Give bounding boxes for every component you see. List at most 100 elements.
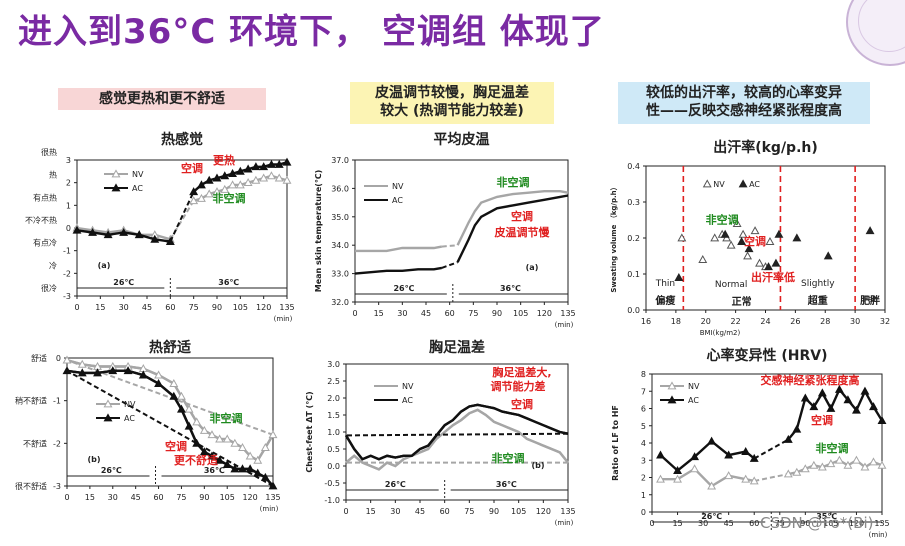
x-unit-label: (min)	[274, 315, 293, 323]
annotation-diff-line2: 调节能力差	[491, 379, 546, 393]
y-category-label: 不冷不热	[25, 215, 57, 225]
x-tick-label: 30	[390, 507, 400, 516]
point-ac	[741, 446, 751, 456]
x-tick-label: 22	[731, 317, 741, 326]
y-tick-label: 6	[641, 405, 646, 414]
y-tick-label: 0	[641, 508, 646, 517]
annotation-nv: 非空调	[213, 191, 246, 205]
chart-hrv: 心率变异性 (HRV) 8 7 6 5 4 3 2 1 00 15 30 45 60 75 90 105 120 1…	[611, 347, 890, 539]
point-ac	[860, 386, 870, 395]
point-nv	[228, 180, 238, 189]
phase-label-26: 26℃	[101, 466, 122, 475]
point-ac	[851, 405, 861, 414]
x-tick-label: 28	[820, 317, 830, 326]
panel-tag: (a)	[526, 263, 539, 272]
y-axis-label: Ratio of LF to HF	[611, 405, 620, 481]
x-tick-label: 15	[85, 493, 95, 502]
legend-marker-ac	[738, 179, 748, 188]
y-tick-label: 1	[66, 201, 71, 210]
x-tick-label: 120	[242, 493, 257, 502]
chart-title: 胸足温差	[429, 339, 485, 356]
x-tick-label: 120	[536, 507, 551, 516]
point-ac	[189, 187, 199, 196]
point-nv	[860, 462, 870, 471]
annotation-nv: 非空调	[497, 175, 530, 189]
point-nv	[259, 173, 269, 182]
point-ac	[724, 450, 734, 459]
y-axis-label: Chest-feet ΔT (℃)	[305, 391, 314, 472]
y-tick-label: 2	[66, 179, 71, 188]
x-tick-label: 45	[415, 507, 425, 516]
bmi-category-cn-label: 正常	[732, 295, 752, 308]
point-ac	[749, 453, 759, 462]
annotation-more-uncomfortable: 更不舒适	[174, 453, 218, 467]
legend-label-ac: AC	[392, 196, 403, 205]
point-nv	[266, 171, 276, 180]
point-ac	[260, 472, 270, 481]
point-ac	[215, 455, 225, 464]
y-category-label: 稍不舒适	[15, 396, 47, 406]
x-tick-label: 16	[641, 317, 651, 326]
y-tick-label: 0	[56, 354, 61, 363]
point-nv	[154, 370, 164, 379]
bmi-category-cn-label: 肥胖	[860, 294, 880, 307]
x-tick-label: 120	[537, 309, 552, 318]
point-nv	[251, 175, 261, 184]
point-ac	[108, 366, 118, 375]
y-tick-label: 1.5	[327, 411, 340, 420]
point-nv	[282, 175, 292, 184]
phase-label-36: 35℃	[816, 512, 837, 521]
x-tick-label: 120	[256, 303, 271, 312]
point-nv	[826, 459, 836, 468]
point-nv	[169, 378, 179, 387]
point-ac	[169, 391, 179, 400]
header-left: 感觉更热和更不舒适	[58, 88, 266, 110]
y-axis-label: Sweating volume （kg/p.h）	[610, 183, 618, 292]
point-nv	[176, 391, 186, 400]
point-ac	[222, 460, 232, 469]
point-nv	[238, 442, 247, 451]
point-nv	[710, 233, 720, 242]
point-ac	[783, 434, 793, 443]
bmi-category-cn-label: 超重	[807, 294, 828, 307]
point-ac	[809, 402, 819, 411]
chart-title: 心率变异性 (HRV)	[706, 347, 827, 364]
point-ac	[184, 421, 194, 430]
point-nv	[260, 442, 270, 451]
x-tick-label: 45	[131, 493, 141, 502]
x-tick-label: 30	[698, 519, 708, 528]
y-category-label: 有点冷	[33, 238, 57, 248]
y-tick-label: -1.0	[324, 496, 340, 505]
header-right: 较低的出汗率，较高的心率变异 性——反映交感神经紧张程度高	[618, 82, 870, 124]
point-ac	[737, 236, 747, 245]
y-tick-label: -0.5	[324, 479, 340, 488]
point-ac	[103, 230, 113, 239]
panel-tag: (a)	[98, 261, 111, 270]
y-tick-label: 1.0	[327, 428, 340, 437]
plot-frame	[354, 159, 569, 303]
point-nv	[656, 474, 665, 483]
x-tick-label: 30	[850, 317, 860, 326]
x-tick-label: 135	[279, 303, 294, 312]
annotation-ac: 空调	[511, 397, 533, 411]
y-category-label: 冷	[49, 260, 57, 270]
point-nv	[245, 451, 255, 460]
point-ac	[207, 451, 217, 460]
y-tick-label: -2	[63, 269, 71, 278]
point-ac	[266, 159, 276, 168]
point-ac	[88, 227, 98, 236]
x-tick-label: 135	[874, 519, 889, 528]
point-ac	[834, 384, 844, 393]
point-nv	[215, 434, 225, 443]
chart-title: 平均皮温	[434, 131, 490, 148]
series-nv-transition	[441, 244, 458, 248]
y-tick-label: 3	[641, 456, 646, 465]
point-nv	[690, 464, 700, 473]
point-nv	[677, 233, 687, 242]
bmi-category-label: Normal	[715, 280, 748, 290]
y-category-label: 很热	[41, 147, 57, 157]
point-ac	[843, 395, 853, 404]
x-tick-label: 105	[513, 309, 528, 318]
x-tick-label: 105	[220, 493, 235, 502]
x-tick-label: 45	[142, 303, 152, 312]
